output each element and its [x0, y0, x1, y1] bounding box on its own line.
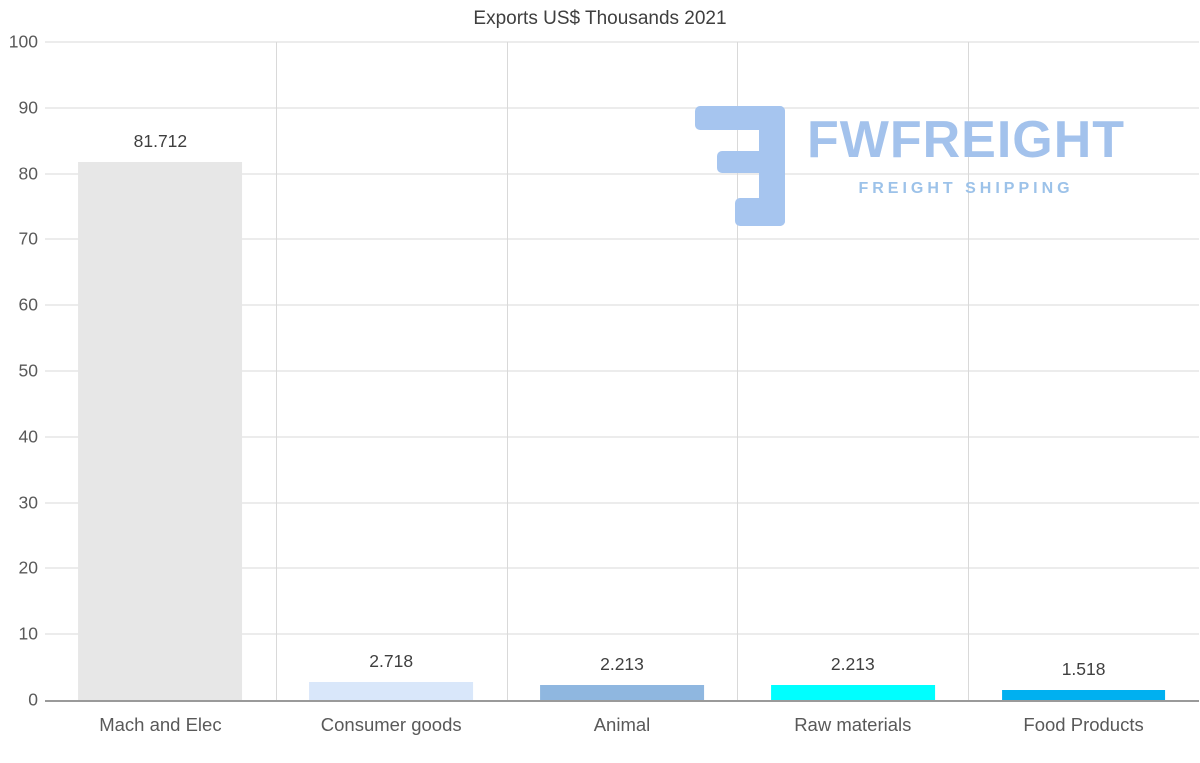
- v-gridline: [968, 42, 970, 700]
- x-category-label-consumer-goods: Consumer goods: [320, 714, 462, 735]
- bar-food-products: [1001, 690, 1166, 700]
- h-gridline: [45, 502, 1199, 504]
- h-gridline: [45, 436, 1199, 438]
- y-tick-label: 100: [8, 31, 38, 52]
- y-tick-label: 50: [18, 360, 38, 381]
- bar-raw-materials: [770, 685, 935, 700]
- bar-slot-raw-materials: 2.213: [737, 42, 968, 700]
- h-gridline: [45, 173, 1199, 175]
- chart-title: Exports US$ Thousands 2021: [473, 8, 727, 29]
- bar-animal: [540, 685, 704, 700]
- y-tick-label: 30: [18, 492, 38, 513]
- h-gridline: [45, 41, 1199, 43]
- y-tick-label: 40: [18, 426, 38, 447]
- x-category-label-animal: Animal: [593, 714, 651, 735]
- bar-slot-food-products: 1.518: [968, 42, 1199, 700]
- y-axis: 0 10 20 30 40 50 60 70 80 90 100: [0, 32, 38, 710]
- bar-value-label: 1.518: [1061, 659, 1106, 680]
- h-gridline: [45, 370, 1199, 372]
- bars-container: 81.712 2.718 2.213 2.213 1.518: [45, 42, 1199, 700]
- x-category-label-raw-materials: Raw materials: [794, 714, 912, 735]
- h-gridline: [45, 304, 1199, 306]
- y-tick-label: 0: [28, 689, 38, 710]
- bar-consumer-goods: [309, 682, 474, 700]
- h-gridline: [45, 567, 1199, 569]
- x-category-label-mach-and-elec: Mach and Elec: [99, 714, 222, 735]
- v-gridline: [275, 42, 277, 700]
- h-gridline: [45, 238, 1199, 240]
- bar-value-label: 2.213: [600, 654, 644, 675]
- v-gridline: [737, 42, 739, 700]
- x-category-label-food-products: Food Products: [1023, 714, 1144, 735]
- y-tick-label: 20: [18, 557, 38, 578]
- y-tick-label: 10: [18, 623, 38, 644]
- x-axis: Mach and Elec Consumer goods Animal Raw mat…: [45, 706, 1199, 746]
- y-tick-label: 60: [18, 294, 38, 315]
- y-tick-label: 80: [18, 163, 38, 184]
- h-gridline: [45, 633, 1199, 635]
- bar-value-label: 2.718: [369, 651, 414, 672]
- bar-value-label: 81.712: [133, 131, 188, 152]
- bar-value-label: 2.213: [830, 654, 875, 675]
- y-tick-label: 70: [18, 228, 38, 249]
- bar-mach-and-elec: [78, 162, 243, 700]
- bar-slot-consumer-goods: 2.718: [276, 42, 507, 700]
- y-tick-label: 90: [18, 97, 38, 118]
- bar-slot-animal: 2.213: [507, 42, 738, 700]
- plot-area: 81.712 2.718 2.213 2.213 1.518 FWFREIGHT FRE…: [45, 41, 1199, 702]
- v-gridline: [506, 42, 508, 700]
- h-gridline: [45, 107, 1199, 109]
- bar-slot-mach-and-elec: 81.712: [45, 42, 276, 700]
